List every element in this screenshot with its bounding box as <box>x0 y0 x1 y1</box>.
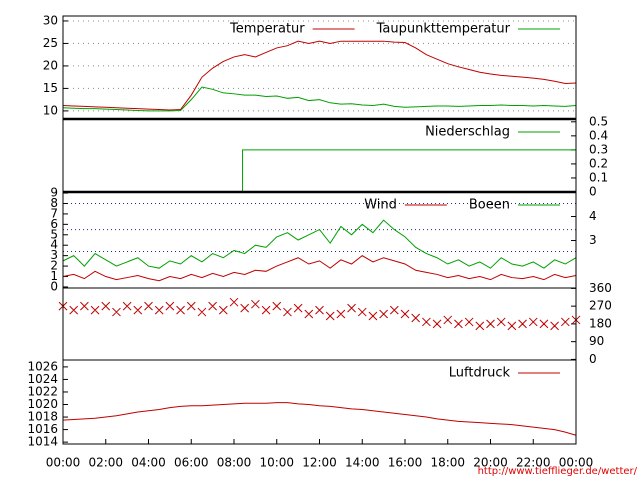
y-tick-label: 1014 <box>27 435 58 449</box>
legend-label: Temperatur <box>229 22 305 37</box>
x-tick-label: 00:00 <box>46 456 81 470</box>
y-tick-label: 1016 <box>27 422 58 436</box>
y-tick-label: 4 <box>50 238 58 252</box>
y-tick-label: 7 <box>50 206 58 220</box>
x-tick-label: 04:00 <box>131 456 166 470</box>
y-tick-label: 15 <box>43 81 58 95</box>
y-tick-label: 1018 <box>27 410 58 424</box>
y2-tick-label: 180 <box>589 316 612 330</box>
x-tick-label: 22:00 <box>516 456 551 470</box>
y2-tick-label: 0.3 <box>589 142 608 156</box>
y2-tick-label: 3 <box>589 233 597 247</box>
x-tick-label: 16:00 <box>388 456 423 470</box>
y-tick-label: 20 <box>43 58 58 72</box>
x-tick-label: 14:00 <box>345 456 380 470</box>
line-series <box>62 86 577 112</box>
y-tick-label: 5 <box>50 227 58 241</box>
y-tick-label: 9 <box>50 186 58 200</box>
legend-label: Niederschlag <box>425 125 510 140</box>
x-tick-label: 02:00 <box>88 456 123 470</box>
y-tick-label: 0 <box>50 279 58 293</box>
x-tick-label: 00:00 <box>559 456 594 470</box>
y2-tick-label: 360 <box>589 281 612 295</box>
y-tick-label: 8 <box>50 196 58 210</box>
y-tick-label: 25 <box>43 36 58 50</box>
y-tick-label: 10 <box>43 103 58 117</box>
line-series <box>62 219 577 269</box>
x-tick-label: 10:00 <box>259 456 294 470</box>
y2-tick-label: 4 <box>589 209 597 223</box>
panel-frame <box>62 359 577 445</box>
y2-tick-label: 0.1 <box>589 170 608 184</box>
line-series <box>62 40 577 111</box>
x-tick-label: 08:00 <box>217 456 252 470</box>
y2-tick-label: 0.2 <box>589 156 608 170</box>
y-tick-label: 1022 <box>27 384 58 398</box>
y-tick-label: 1026 <box>27 359 58 373</box>
x-tick-label: 06:00 <box>174 456 209 470</box>
y2-tick-label: 0.5 <box>589 114 608 128</box>
line-series <box>62 255 577 282</box>
y-tick-label: 1024 <box>27 372 58 386</box>
y-tick-label: 3 <box>50 248 58 262</box>
y2-tick-label: 0.4 <box>589 128 608 142</box>
y2-tick-label: 90 <box>589 334 604 348</box>
y-tick-label: 6 <box>50 217 58 231</box>
x-tick-label: 12:00 <box>302 456 337 470</box>
x-tick-label: 18:00 <box>430 456 465 470</box>
y-tick-label: 1020 <box>27 397 58 411</box>
y-tick-label: 1 <box>50 269 58 283</box>
y2-tick-label: 270 <box>589 299 612 313</box>
y2-tick-label: 0 <box>589 352 597 366</box>
line-series <box>62 402 577 436</box>
y-tick-label: 2 <box>50 259 58 273</box>
y2-tick-label: 0 <box>589 185 597 199</box>
y-tick-label: 30 <box>43 13 58 27</box>
legend-label: Wind <box>364 198 397 213</box>
legend-label: Taupunkttemperatur <box>376 22 511 37</box>
footer-link: http://www.tiefflieger.de/wetter/ <box>478 466 638 477</box>
legend-label: Luftdruck <box>449 366 511 381</box>
legend-label: Boeen <box>469 198 510 213</box>
x-tick-label: 20:00 <box>473 456 508 470</box>
